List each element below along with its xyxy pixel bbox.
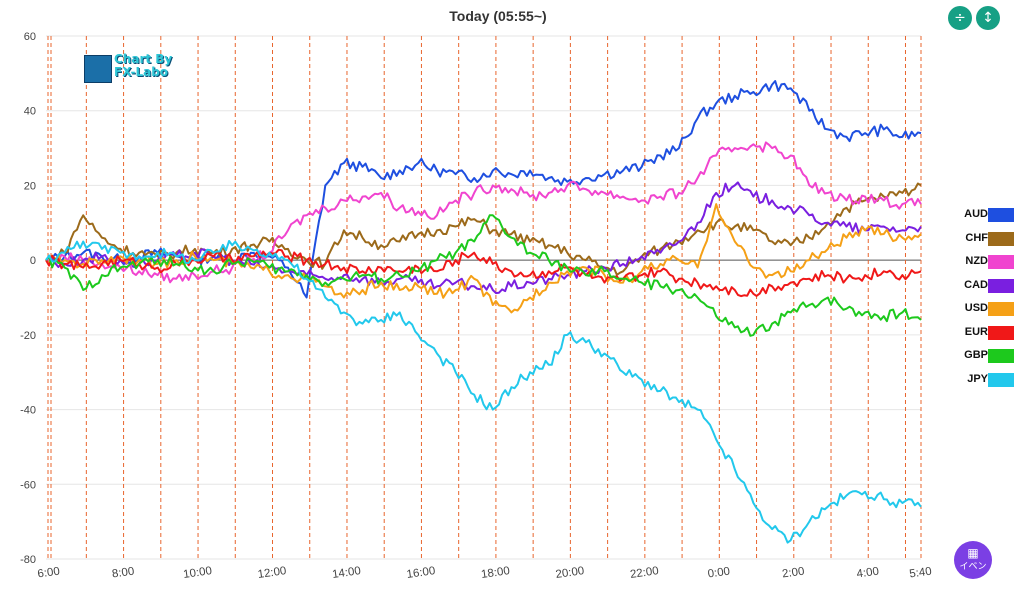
chart-logo-icon: [84, 55, 112, 83]
compress-vertical-button[interactable]: ÷: [948, 6, 972, 30]
series-line-usd: [45, 203, 922, 314]
legend-swatch: [988, 302, 1014, 316]
event-button[interactable]: ▦ イベン: [954, 541, 992, 579]
legend-label: JPY: [967, 372, 988, 385]
legend-swatch: [988, 325, 1014, 340]
legend: AUD CHF NZD CAD USD EUR GBP JPY: [930, 206, 1020, 394]
legend-label: USD: [964, 302, 988, 314]
legend-swatch: [988, 231, 1014, 246]
legend-label: NZD: [965, 255, 988, 267]
legend-swatch: [988, 372, 1014, 387]
series-line-eur: [45, 248, 922, 298]
watermark-line2: FX-Labo: [114, 65, 169, 79]
x-tick-label: 4:00: [856, 566, 880, 581]
legend-swatch: [988, 255, 1014, 269]
x-tick-label: 12:00: [257, 565, 287, 581]
x-tick-label: 6:00: [37, 566, 61, 581]
legend-label: CHF: [965, 231, 988, 244]
legend-item-aud[interactable]: AUD: [930, 206, 1020, 230]
legend-item-gbp[interactable]: GBP: [930, 347, 1020, 371]
expand-vertical-icon: ↕: [982, 10, 994, 26]
watermark-line1: Chart By: [114, 52, 173, 66]
y-tick-label: -40: [20, 405, 36, 417]
x-tick-label: 2:00: [781, 566, 805, 581]
y-tick-label: 60: [24, 31, 36, 43]
x-tick-label: 5:40: [909, 566, 933, 581]
legend-swatch: [988, 278, 1014, 293]
legend-item-chf[interactable]: CHF: [930, 230, 1020, 254]
legend-label: GBP: [964, 349, 988, 361]
x-tick-label: 0:00: [707, 566, 731, 581]
chart-title: Today (05:55~): [449, 8, 547, 24]
legend-item-cad[interactable]: CAD: [930, 277, 1020, 301]
expand-vertical-button[interactable]: ↕: [976, 6, 1000, 30]
calendar-icon: ▦: [967, 546, 979, 560]
event-button-label: イベン: [959, 562, 987, 572]
legend-item-nzd[interactable]: NZD: [930, 253, 1020, 277]
series-line-jpy: [45, 240, 922, 544]
legend-label: EUR: [964, 325, 988, 338]
x-tick-label: 16:00: [406, 565, 436, 581]
y-tick-label: -80: [20, 554, 36, 566]
legend-label: CAD: [964, 278, 988, 291]
x-tick-label: 22:00: [629, 565, 659, 581]
legend-item-usd[interactable]: USD: [930, 300, 1020, 324]
legend-swatch: [988, 349, 1014, 363]
y-tick-label: 0: [30, 255, 36, 267]
x-tick-label: 8:00: [111, 566, 135, 581]
y-tick-label: 40: [24, 106, 36, 118]
x-tick-label: 20:00: [555, 565, 585, 581]
watermark-text: Chart By FX-Labo: [114, 53, 172, 79]
y-tick-label: 20: [24, 180, 36, 192]
series-line-gbp: [45, 214, 922, 337]
y-tick-label: -20: [20, 330, 36, 342]
compress-vertical-icon: ÷: [954, 10, 966, 26]
legend-item-jpy[interactable]: JPY: [930, 371, 1020, 395]
legend-item-eur[interactable]: EUR: [930, 324, 1020, 348]
legend-swatch: [988, 208, 1014, 222]
legend-label: AUD: [964, 208, 988, 220]
x-tick-label: 14:00: [331, 565, 361, 581]
y-tick-label: -60: [20, 479, 36, 491]
x-tick-label: 18:00: [480, 565, 510, 581]
x-tick-label: 10:00: [183, 565, 213, 581]
